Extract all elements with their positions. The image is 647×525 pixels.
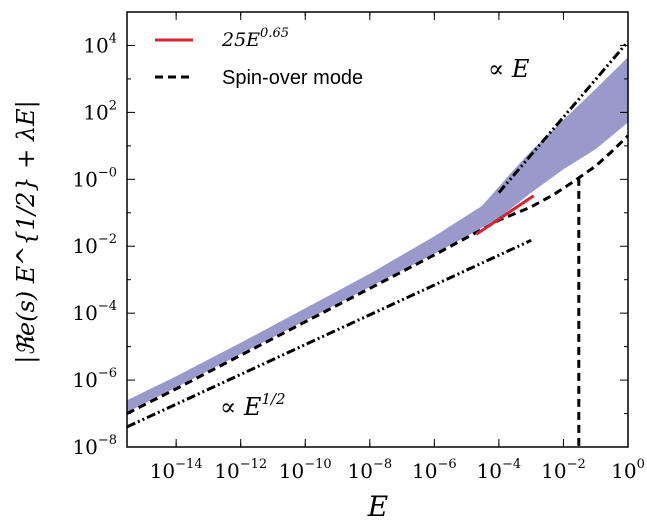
axis-ticks: 10−14 10−12 10−10 10−8 10−6 10−4 10−2 100 104 102… <box>72 11 645 483</box>
annotation-sqrt: ∝ E1/2 <box>220 390 286 421</box>
legend: 25E0.65 Spin-over mode <box>155 26 363 89</box>
x-tick-label: 100 <box>611 457 645 483</box>
y-tick-label: 102 <box>83 98 117 124</box>
x-tick-label: 10−14 <box>150 457 203 483</box>
y-tick-label: 10−2 <box>72 232 117 258</box>
x-tick-label: 10−12 <box>214 457 267 483</box>
y-tick-label: 10−0 <box>72 165 117 191</box>
series-line-fit <box>475 194 535 236</box>
y-axis-label: |ℜe(s) E^{1/2} + λE| <box>12 100 41 363</box>
plot-frame <box>126 11 629 448</box>
x-tick-label: 10−4 <box>477 457 522 483</box>
plot-marks <box>127 40 628 447</box>
legend-label-spin-over: Spin-over mode <box>222 67 363 89</box>
x-tick-label: 10−2 <box>541 457 586 483</box>
x-tick-label: 10−6 <box>412 457 457 483</box>
x-axis-label: E <box>367 490 388 523</box>
legend-label-fit: 25E0.65 <box>221 26 289 51</box>
series-line-sqrt-reference <box>127 238 532 429</box>
y-tick-label: 10−6 <box>72 366 117 392</box>
y-tick-label: 10−4 <box>72 299 117 325</box>
y-tick-label: 104 <box>83 31 117 57</box>
x-tick-label: 10−8 <box>347 457 392 483</box>
y-tick-label: 10−8 <box>72 433 117 459</box>
x-tick-label: 10−10 <box>279 457 332 483</box>
annotation-linear: ∝ E <box>488 55 530 83</box>
band-area <box>127 57 628 413</box>
